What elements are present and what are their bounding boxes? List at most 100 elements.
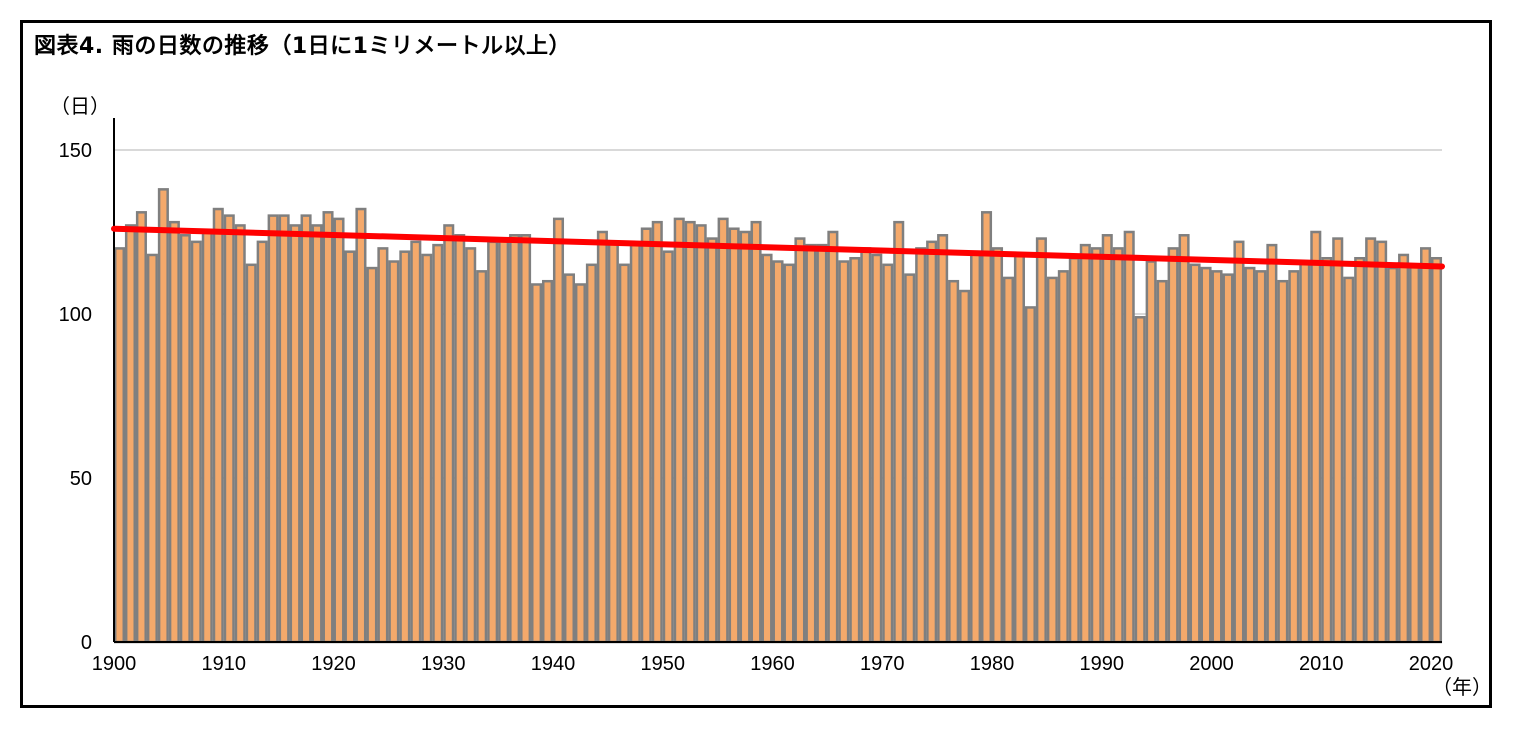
- bar-2021: [1430, 256, 1443, 644]
- bar-1901: [113, 247, 126, 644]
- bar-1923: [355, 207, 367, 644]
- bar-1993: [1123, 230, 1135, 644]
- bar-1941: [552, 217, 565, 644]
- tick-labels: 0 50 100 150 1900 1910 1920 1930 1940 1950 1960 197…: [59, 140, 1454, 675]
- bar-1919: [311, 224, 323, 644]
- bar-2012: [1332, 237, 1344, 644]
- bar-1918: [300, 214, 312, 644]
- bar-1916: [278, 214, 290, 644]
- bar-1921: [333, 217, 345, 644]
- bar-1970: [871, 253, 883, 644]
- bar-1952: [673, 217, 685, 644]
- bar-1950: [651, 220, 663, 644]
- bar-1998: [1178, 234, 1190, 644]
- bar-2014: [1354, 256, 1366, 644]
- y-axis-unit-label: （日）: [50, 95, 110, 118]
- bar-1927: [399, 250, 411, 644]
- bar-2016: [1376, 240, 1388, 644]
- x-tick-label-1910: 1910: [202, 653, 247, 675]
- bar-1912: [234, 224, 246, 644]
- bar-1903: [135, 211, 147, 644]
- bar-1966: [827, 230, 839, 644]
- bar-1968: [849, 256, 861, 644]
- bar-1933: [465, 247, 477, 644]
- bar-1914: [256, 240, 268, 644]
- bar-1972: [893, 220, 905, 644]
- bar-1945: [596, 230, 608, 644]
- bar-1902: [124, 224, 136, 644]
- bar-1939: [531, 283, 543, 644]
- bar-1995: [1145, 260, 1157, 644]
- bar-1908: [190, 240, 202, 644]
- bar-1985: [1035, 237, 1047, 644]
- bar-1987: [1057, 270, 1069, 644]
- bar-1909: [201, 230, 213, 644]
- bar-1983: [1013, 253, 1025, 644]
- bar-2006: [1266, 243, 1278, 644]
- bar-1981: [991, 247, 1004, 644]
- y-tick-label-100: 100: [59, 304, 92, 326]
- bar-2004: [1244, 266, 1256, 644]
- bar-2010: [1310, 230, 1322, 644]
- bar-1961: [772, 260, 784, 644]
- trend-line-group: [111, 225, 1445, 270]
- bar-1931: [443, 224, 455, 644]
- bar-1962: [783, 263, 795, 644]
- bar-1932: [454, 234, 466, 644]
- bar-1978: [959, 289, 971, 644]
- bar-1964: [805, 243, 817, 644]
- x-tick-label-2000: 2000: [1189, 653, 1234, 675]
- bar-2018: [1398, 253, 1410, 644]
- bar-1971: [882, 263, 894, 644]
- x-tick-label-2020: 2020: [1409, 653, 1454, 675]
- bar-1988: [1068, 256, 1080, 644]
- bar-1924: [366, 266, 378, 644]
- bar-2015: [1365, 237, 1377, 644]
- bar-1957: [728, 227, 740, 644]
- bar-1922: [344, 250, 356, 644]
- bar-1925: [377, 247, 389, 644]
- bar-1977: [948, 279, 960, 644]
- bar-1934: [476, 270, 488, 644]
- bar-1986: [1046, 276, 1058, 644]
- bar-1965: [816, 243, 828, 644]
- y-tick-label-0: 0: [81, 632, 92, 654]
- trend-line: [111, 225, 1445, 270]
- bar-1907: [179, 234, 191, 644]
- bar-1990: [1090, 247, 1102, 644]
- bar-1946: [607, 240, 619, 644]
- bar-1938: [520, 234, 532, 644]
- bar-1991: [1101, 234, 1113, 644]
- bar-1942: [563, 273, 576, 644]
- bar-1963: [794, 237, 806, 644]
- bar-1997: [1167, 247, 1179, 644]
- bar-1959: [750, 220, 762, 644]
- x-tick-label-1980: 1980: [970, 653, 1015, 675]
- bar-1960: [761, 253, 773, 644]
- x-tick-label-1920: 1920: [311, 653, 356, 675]
- bar-2002: [1222, 273, 1234, 644]
- bar-1936: [498, 237, 510, 644]
- x-tick-label-1940: 1940: [531, 653, 576, 675]
- bar-1992: [1112, 247, 1124, 644]
- bar-1915: [267, 214, 279, 644]
- bar-1974: [915, 247, 927, 644]
- x-tick-label-1950: 1950: [641, 653, 686, 675]
- bar-2019: [1409, 263, 1421, 644]
- bar-1953: [684, 220, 696, 644]
- bar-2001: [1211, 270, 1223, 644]
- bar-1951: [662, 250, 674, 644]
- bar-1911: [223, 214, 235, 644]
- bar-2011: [1321, 256, 1333, 644]
- bar-1930: [432, 243, 444, 644]
- y-tick-label-50: 50: [70, 468, 92, 490]
- bar-1926: [388, 260, 400, 644]
- bar-1956: [717, 217, 729, 644]
- bar-1940: [541, 279, 554, 644]
- bar-2013: [1343, 276, 1355, 644]
- bar-2000: [1200, 266, 1212, 644]
- bar-1905: [157, 188, 169, 644]
- bar-2009: [1299, 260, 1311, 644]
- bar-2017: [1387, 266, 1399, 644]
